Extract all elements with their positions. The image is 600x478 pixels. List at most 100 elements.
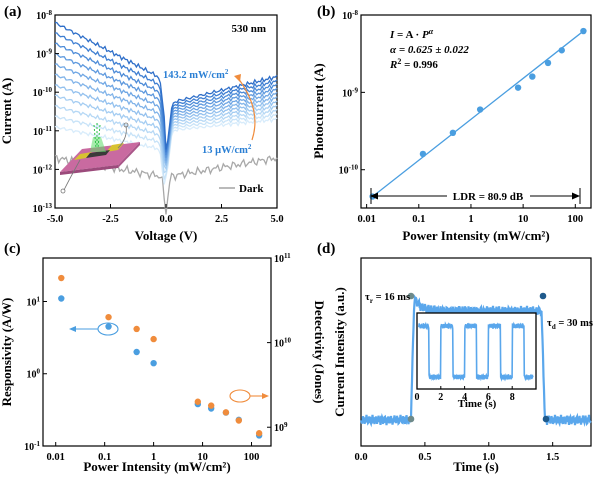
panel-b-ldr-label: LDR = 80.9 dB <box>453 191 524 203</box>
panel-b-x-ticks: 0.01 0.1 1 10 100 <box>357 204 583 225</box>
panel-d-rise-label: τr = 16 ms <box>365 292 410 305</box>
panel-c-points <box>58 274 263 439</box>
panel-a-light-curve <box>54 32 278 153</box>
panel-d-inset-x-tick-label: 4 <box>462 392 467 403</box>
panel-c-right-marker-ellipse <box>229 389 251 403</box>
panel-c-point-detectivity <box>255 430 263 437</box>
panel-d-inset-trace-line <box>418 321 534 382</box>
panel-b-fit <box>372 30 584 198</box>
panel-c-point-detectivity <box>105 313 112 321</box>
panel-c-y-tick-label: 100 <box>27 368 41 381</box>
panel-a-x-tick-label: 0.0 <box>159 214 172 225</box>
panel-a-light-curve <box>54 116 278 185</box>
panel-c-point-detectivity <box>207 402 215 409</box>
panel-a-curves <box>54 21 278 215</box>
panel-a-arrow-curve <box>237 77 256 141</box>
panel-d-rise-start-dot <box>407 415 415 423</box>
panel-d-rise-end-dot <box>407 292 415 300</box>
panel-a-x-tick-label: -5.0 <box>47 214 64 225</box>
panel-a-light-curve <box>54 104 278 174</box>
panel-d-inset-x-ticks: 0 2 4 6 8 <box>415 386 515 403</box>
panel-c-point-detectivity <box>150 335 157 343</box>
panel-a-legend-dark-label: Dark <box>239 183 264 195</box>
panel-c-y-tick-label: 10-1 <box>24 440 40 453</box>
panel-d-decay-label: τd = 30 ms <box>547 318 593 331</box>
panel-a-x-tick-label: 2.5 <box>215 214 228 225</box>
panel-b-ldr-arrowhead-right <box>572 192 580 200</box>
panel-a-y-tick-label: 10-13 <box>33 202 53 215</box>
panel-d-x-tick-label: 1.5 <box>546 452 559 463</box>
panel-d-decay-end-dot <box>542 415 550 423</box>
panel-a-y-tick-label: 10-10 <box>33 86 53 99</box>
panel-c-right-arrowhead <box>262 393 269 399</box>
panel-d-trace <box>359 294 592 428</box>
panel-d-x-tick-label: 0.5 <box>418 452 431 463</box>
panel-b-x-tick-label: 0.01 <box>357 214 375 225</box>
panel-c-point-detectivity <box>235 417 243 424</box>
panel-b-xlabel: Power Intensity (mW/cm²) <box>402 228 549 243</box>
panel-c-x-tick-label: 0.1 <box>98 452 111 463</box>
panel-a-x-tick-label: -2.5 <box>102 214 119 225</box>
panel-a-y-tick-label: 10-8 <box>36 9 52 22</box>
panel-a-y-tick-label: 10-9 <box>36 48 52 61</box>
panel-b-ldr-arrowhead-left <box>370 192 378 200</box>
panel-b-point <box>529 73 536 80</box>
panel-b-y-tick-label: 10-10 <box>339 164 359 177</box>
panel-d-inset-trace <box>418 321 534 382</box>
device-inset-image <box>60 122 140 194</box>
panel-c-y2-ticks: 109 1010 1011 <box>267 252 292 434</box>
panel-d-frame <box>360 257 592 447</box>
panel-a-light-curve <box>54 94 278 171</box>
panel-d-ylabel: Current Intensity (a.u.) <box>332 287 347 417</box>
panel-c-point-detectivity <box>133 325 140 333</box>
panel-a-light-curve <box>54 83 278 167</box>
panel-b-x-tick-label: 10 <box>518 214 529 225</box>
panel-b-x-tick-label: 1 <box>468 214 473 225</box>
panel-d-trace-line <box>359 294 592 428</box>
panel-c-y-tick-label: 101 <box>27 295 41 308</box>
panel-a-x-ticks: -5.0 -2.5 0.0 2.5 5.0 <box>47 204 284 225</box>
panel-c-y-ticks: 10-1 100 101 <box>24 295 47 453</box>
panel-a-arrow-head <box>234 74 241 82</box>
panel-c-point-responsivity <box>150 359 157 367</box>
panel-d-x-ticks: 0.0 0.5 1.0 1.5 <box>354 442 559 463</box>
panel-b-equation-2: α = 0.625 ± 0.022 <box>390 44 469 56</box>
panel-a-y-tick-label: 10-11 <box>33 125 52 138</box>
panel-c-xlabel: Power Intensity (mW/cm²) <box>83 459 230 474</box>
panel-b-fit-line <box>372 30 584 198</box>
panel-b-point <box>544 59 552 67</box>
panel-a-xlabel: Voltage (V) <box>135 228 198 243</box>
panel-c-point-detectivity <box>194 398 202 405</box>
panel-b-y-ticks: 10-10 10-9 10-8 <box>339 9 365 177</box>
panel-d-inset-x-tick-label: 2 <box>438 392 443 403</box>
panel-b-point <box>419 150 427 158</box>
panel-d-xlabel: Time (s) <box>453 459 499 474</box>
panel-c-point-detectivity <box>222 409 230 416</box>
panel-a-y-ticks: 10-13 10-12 10-11 10-10 10-9 10-8 <box>33 9 59 215</box>
panel-b-equation-3: R2 = 0.996 <box>389 57 438 71</box>
panel-d-inset-xlabel: Time (s) <box>458 398 497 410</box>
panel-c-x-ticks: 0.01 0.1 1 10 100 <box>47 442 259 463</box>
panel-c-left-arrowhead <box>69 326 76 332</box>
panel-a-ylabel: Current (A) <box>0 78 14 145</box>
panel-b-frame <box>360 14 592 209</box>
panel-b-point <box>476 106 484 113</box>
panel-d-inset-x-tick-label: 8 <box>510 392 515 403</box>
panel-b-x-tick-label: 100 <box>567 214 583 225</box>
panel-d-x-tick-label: 0.0 <box>354 452 367 463</box>
panel-c-y2-tick-label: 1010 <box>274 337 292 350</box>
panel-b-points <box>369 27 587 200</box>
panel-b-point <box>449 129 457 137</box>
panel-a-annotation-low: 13 μW/cm2 <box>202 143 252 156</box>
panel-d: (d) 0.0 0.5 1.0 1.5 τr = 16 ms τd = 30 ms 0… <box>317 241 593 474</box>
panel-a-light-curve <box>54 21 278 150</box>
panel-c-y2-tick-label: 1011 <box>274 252 291 265</box>
panel-d-x-tick-label: 1.0 <box>482 452 495 463</box>
panel-c-point-detectivity <box>58 274 65 282</box>
panel-a-annotation-high: 143.2 mW/cm2 <box>163 68 229 81</box>
panel-c-label: (c) <box>4 241 21 257</box>
panel-a-light-curve <box>54 63 278 161</box>
panel-a-y-tick-label: 10-12 <box>33 163 53 176</box>
panel-b-ylabel: Photocurrent (A) <box>311 63 326 158</box>
panel-a-light-curve <box>54 73 278 164</box>
